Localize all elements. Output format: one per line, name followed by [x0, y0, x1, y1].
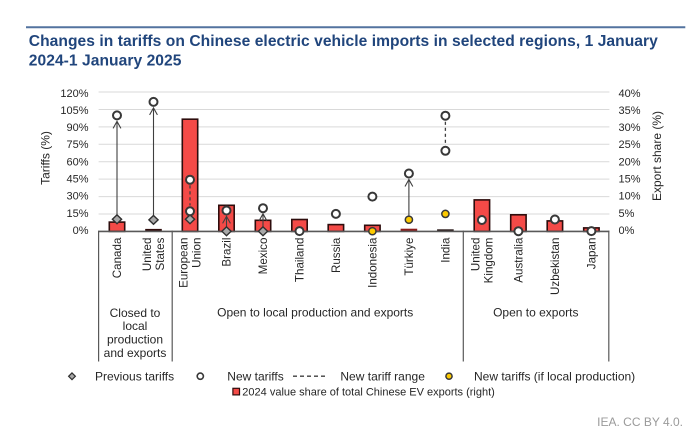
svg-text:Union: Union [190, 238, 203, 268]
svg-text:Thailand: Thailand [294, 238, 307, 282]
svg-text:Mexico: Mexico [257, 238, 270, 275]
svg-text:30%: 30% [66, 191, 88, 203]
svg-text:United: United [470, 238, 483, 272]
svg-text:45%: 45% [66, 174, 88, 186]
svg-text:25%: 25% [619, 139, 641, 151]
svg-text:2024 value share of total Chin: 2024 value share of total Chinese EV exp… [242, 386, 495, 398]
svg-text:Changes in tariffs on Chinese: Changes in tariffs on Chinese electric v… [29, 33, 658, 50]
svg-text:60%: 60% [66, 156, 88, 168]
svg-text:Canada: Canada [111, 237, 124, 278]
svg-text:New tariffs (if local producti: New tariffs (if local production) [474, 370, 635, 384]
svg-text:States: States [154, 237, 167, 270]
svg-text:Open to exports: Open to exports [493, 305, 578, 319]
svg-text:IEA. CC BY 4.0.: IEA. CC BY 4.0. [597, 415, 683, 429]
svg-text:Brazil: Brazil [221, 238, 234, 267]
svg-text:production: production [107, 333, 163, 347]
svg-text:Indonesia: Indonesia [367, 237, 380, 288]
svg-text:10%: 10% [619, 191, 641, 203]
svg-text:120%: 120% [60, 88, 88, 100]
svg-text:New tariffs: New tariffs [227, 370, 283, 384]
svg-text:90%: 90% [66, 122, 88, 134]
svg-text:Japan: Japan [586, 238, 599, 270]
svg-text:India: India [440, 237, 453, 263]
svg-text:local: local [123, 319, 148, 333]
svg-text:5%: 5% [619, 208, 635, 220]
svg-text:Türkiye: Türkiye [403, 238, 416, 276]
svg-text:and exports: and exports [104, 346, 167, 360]
svg-text:40%: 40% [619, 88, 641, 100]
svg-text:35%: 35% [619, 105, 641, 117]
svg-text:15%: 15% [66, 208, 88, 220]
svg-text:Russia: Russia [330, 237, 343, 273]
svg-text:75%: 75% [66, 139, 88, 151]
svg-text:European: European [178, 238, 191, 288]
svg-text:Uzbekistan: Uzbekistan [549, 238, 562, 295]
svg-text:2024-1 January 2025: 2024-1 January 2025 [29, 52, 182, 69]
svg-text:Open to local production and e: Open to local production and exports [217, 305, 413, 319]
svg-text:Australia: Australia [513, 237, 526, 283]
svg-text:Kingdom: Kingdom [482, 238, 495, 284]
svg-text:30%: 30% [619, 122, 641, 134]
svg-text:105%: 105% [60, 105, 88, 117]
svg-text:0%: 0% [619, 225, 635, 237]
svg-text:Previous tariffs: Previous tariffs [95, 370, 174, 384]
svg-text:0%: 0% [73, 225, 89, 237]
svg-text:Export share (%): Export share (%) [650, 111, 664, 201]
svg-text:Tariffs (%): Tariffs (%) [39, 131, 53, 185]
svg-text:15%: 15% [619, 174, 641, 186]
svg-text:New tariff range: New tariff range [340, 370, 425, 384]
svg-text:United: United [141, 238, 154, 272]
svg-text:Closed to: Closed to [110, 306, 161, 320]
svg-text:20%: 20% [619, 156, 641, 168]
